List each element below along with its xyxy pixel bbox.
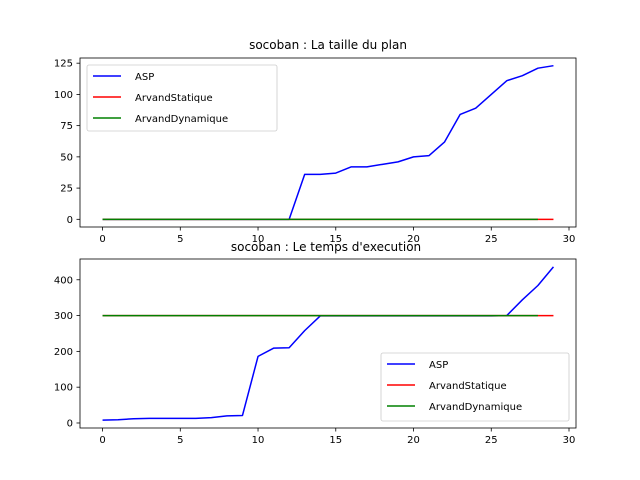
y-axis: 0 100 200 300 400 <box>54 275 80 429</box>
legend: ASP ArvandStatique ArvandDynamique <box>86 64 278 132</box>
y-tick-label: 125 <box>54 59 73 70</box>
y-axis: 0 25 50 75 100 125 <box>54 59 80 226</box>
legend-label-arvanddynamique: ArvandDynamique <box>135 114 228 125</box>
x-tick-label: 15 <box>329 234 342 245</box>
x-tick-label: 15 <box>329 435 342 446</box>
y-tick-label: 400 <box>54 275 73 286</box>
x-tick-label: 0 <box>99 435 105 446</box>
y-tick-label: 50 <box>60 152 73 163</box>
y-tick-label: 0 <box>67 418 73 429</box>
plot-area <box>102 64 554 221</box>
x-tick-label: 5 <box>177 435 183 446</box>
x-tick-label: 5 <box>177 234 183 245</box>
y-tick-label: 100 <box>54 90 73 101</box>
legend-label-asp: ASP <box>429 360 448 371</box>
plot-area <box>102 266 555 421</box>
y-tick-label: 300 <box>54 311 73 322</box>
x-tick-label: 20 <box>407 435 420 446</box>
x-tick-label: 0 <box>99 234 105 245</box>
x-tick-label: 10 <box>252 234 265 245</box>
legend-label-arvanddynamique: ArvandDynamique <box>429 402 522 413</box>
legend-label-asp: ASP <box>135 72 154 83</box>
x-tick-label: 10 <box>252 435 265 446</box>
x-tick-label: 25 <box>485 234 498 245</box>
legend: ASP ArvandStatique ArvandDynamique <box>380 352 570 422</box>
legend-label-arvandstatique: ArvandStatique <box>135 93 213 104</box>
legend-label-arvandstatique: ArvandStatique <box>429 381 507 392</box>
y-tick-label: 100 <box>54 383 73 394</box>
x-tick-label: 25 <box>485 435 498 446</box>
x-tick-label: 30 <box>563 234 576 245</box>
chart-title: socoban : La taille du plan <box>249 38 407 52</box>
y-tick-label: 25 <box>60 184 73 195</box>
subplot-time-chart: socoban : Le temps d'execution 0 5 10 15 20 2… <box>54 240 577 446</box>
y-tick-label: 0 <box>67 215 73 226</box>
x-axis: 0 5 10 15 20 25 30 <box>99 227 575 245</box>
y-tick-label: 200 <box>54 347 73 358</box>
y-tick-label: 75 <box>60 121 73 132</box>
x-tick-label: 30 <box>563 435 576 446</box>
legend-frame <box>86 64 278 132</box>
axes-frame <box>79 57 577 228</box>
legend-frame <box>380 352 570 422</box>
chart-title: socoban : Le temps d'execution <box>231 240 421 254</box>
x-tick-label: 20 <box>407 234 420 245</box>
x-axis: 0 5 10 15 20 25 30 <box>99 428 575 446</box>
subplot-size-chart: socoban : La taille du plan 0 5 10 15 20 25 30… <box>54 38 577 245</box>
axes-frame <box>79 258 577 429</box>
